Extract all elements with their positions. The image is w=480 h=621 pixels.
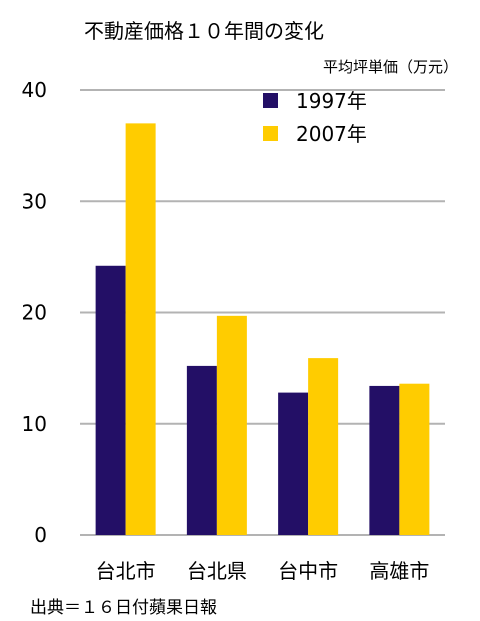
bar-2007年-高雄市 — [399, 383, 430, 535]
bar-1997年-台北市 — [95, 265, 126, 535]
legend: 1997年 2007年 — [263, 89, 367, 146]
x-category-label: 高雄市 — [369, 559, 429, 583]
legend-label: 2007年 — [296, 122, 367, 146]
legend-swatch — [263, 126, 278, 141]
legend-swatch — [263, 93, 278, 108]
bar-1997年-台中市 — [278, 392, 309, 535]
x-axis-categories: 台北市 台北県 台中市 高雄市 — [96, 559, 430, 583]
y-tick-label: 30 — [22, 189, 47, 213]
bars — [95, 123, 430, 535]
y-tick-label: 40 — [22, 78, 47, 102]
chart-title: 不動産価格１０年間の変化 — [84, 19, 324, 43]
source-note: 出典＝１６日付蘋果日報 — [30, 598, 217, 618]
bar-1997年-高雄市 — [369, 385, 400, 535]
y-tick-label: 0 — [34, 523, 47, 547]
unit-label: 平均坪単価（万元） — [323, 58, 458, 76]
bar-2007年-台北市 — [125, 123, 156, 535]
bar-2007年-台北県 — [216, 315, 247, 535]
bar-2007年-台中市 — [308, 358, 339, 535]
bar-1997年-台北県 — [186, 365, 217, 535]
x-category-label: 台北市 — [96, 559, 156, 583]
x-category-label: 台中市 — [278, 559, 338, 583]
x-category-label: 台北県 — [187, 559, 247, 583]
y-tick-label: 20 — [22, 301, 47, 325]
y-tick-label: 10 — [22, 412, 47, 436]
legend-label: 1997年 — [296, 89, 367, 113]
y-axis-ticks: 0 10 20 30 40 — [22, 78, 47, 547]
